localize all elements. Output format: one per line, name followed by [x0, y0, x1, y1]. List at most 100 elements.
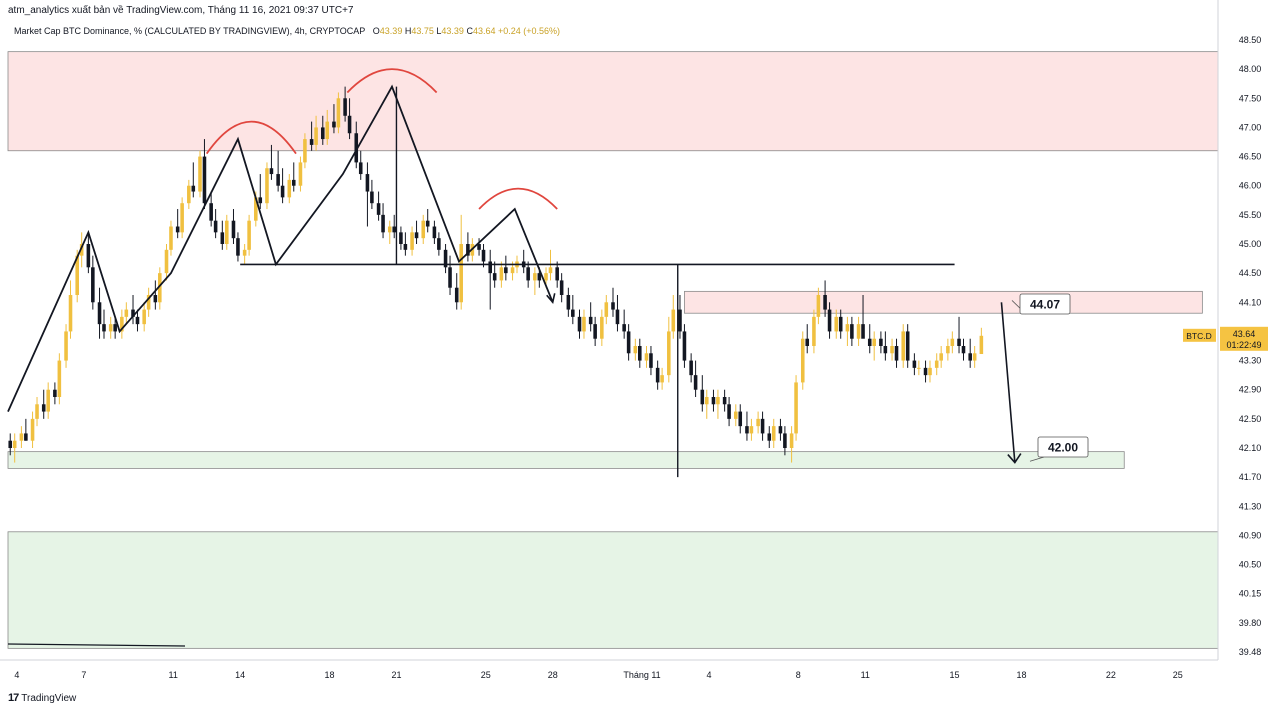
candle-body — [291, 179, 296, 186]
candle-body — [533, 273, 537, 281]
candle-body — [75, 255, 79, 295]
brand-label: TradingView — [21, 692, 77, 704]
candle-body — [749, 426, 754, 434]
y-tick-label: 48.00 — [1239, 64, 1262, 74]
candle-body — [633, 346, 638, 354]
shoulder-arc — [478, 187, 558, 210]
x-tick-label: 15 — [950, 670, 960, 680]
close-label: C — [466, 26, 473, 36]
candle-body — [198, 156, 202, 192]
candle-body — [783, 433, 787, 448]
candle-body — [571, 309, 575, 317]
candle-body — [314, 127, 318, 145]
candle-body — [901, 331, 906, 361]
candle-body — [704, 397, 709, 405]
candle-body — [510, 267, 515, 274]
candle-body — [894, 346, 899, 361]
candle-body — [805, 338, 810, 346]
y-tick-label: 41.30 — [1239, 501, 1262, 511]
candle-body — [778, 426, 783, 434]
x-tick-label: 11 — [861, 670, 870, 680]
candle-body — [30, 418, 35, 441]
candle-body — [64, 331, 68, 361]
axis-layer: 48.50 48.00 47.50 47.00 46.50 46.00 45.50 45.00… — [0, 0, 1268, 680]
x-tick-label: 8 — [796, 670, 801, 680]
candle-body — [242, 249, 247, 256]
candle-body — [622, 324, 626, 332]
candle-body — [961, 346, 966, 354]
candle-body — [91, 267, 95, 303]
x-tick-label: 4 — [14, 670, 19, 680]
candle-body — [202, 156, 207, 204]
candle-body — [566, 295, 571, 310]
candle-body — [392, 226, 397, 233]
candle-body — [276, 174, 280, 186]
y-tick-label: 48.50 — [1239, 35, 1262, 45]
candle-layer — [8, 86, 984, 463]
candle-body — [604, 302, 609, 317]
candle-body — [247, 220, 251, 250]
candle-body — [399, 232, 403, 244]
candle-body — [320, 127, 325, 140]
candle-body — [727, 404, 731, 419]
candle-body — [638, 346, 642, 361]
candle-body — [443, 249, 448, 268]
low-label: L — [436, 26, 442, 36]
zone-layer — [7, 51, 1219, 649]
candle-body — [347, 115, 352, 134]
candle-body — [823, 295, 827, 310]
candle-body — [481, 249, 486, 262]
y-tick-label: 40.15 — [1239, 589, 1262, 599]
candle-body — [693, 375, 698, 390]
candle-body — [838, 316, 843, 332]
candle-body — [146, 295, 151, 310]
tradingview-brand[interactable]: 17 TradingView — [8, 692, 76, 704]
candle-body — [191, 185, 196, 192]
candle-body — [343, 98, 347, 116]
y-tick-label: 42.10 — [1239, 443, 1262, 453]
candle-body — [492, 273, 497, 281]
candle-body — [79, 244, 84, 256]
candle-body — [124, 309, 129, 317]
candle-body — [224, 220, 229, 244]
high-label: H — [404, 26, 412, 36]
candle-body — [582, 316, 586, 332]
candle-body — [97, 302, 102, 325]
candle-body — [771, 426, 776, 441]
x-tick-label: 25 — [1173, 670, 1183, 680]
candle-body — [68, 295, 73, 332]
candle-body — [979, 335, 984, 355]
candle-body — [24, 433, 28, 441]
y-tick-label: 45.00 — [1239, 239, 1262, 249]
candle-body — [738, 411, 743, 427]
candle-body — [867, 338, 872, 346]
candle-body — [265, 168, 269, 204]
candle-body — [425, 220, 430, 227]
x-tick-label: Tháng 11 — [623, 670, 660, 680]
y-tick-label: 42.90 — [1239, 385, 1262, 395]
candle-body — [12, 440, 17, 448]
callout-pointer — [1029, 456, 1045, 462]
candle-body — [131, 309, 135, 317]
candle-body — [626, 331, 631, 354]
symbol-legend: Market Cap BTC Dominance, % (CALCULATED … — [14, 26, 560, 36]
candle-body — [890, 346, 894, 354]
y-tick-label: 39.80 — [1239, 618, 1262, 628]
zone-resistance-box — [684, 290, 1203, 314]
candle-body — [287, 179, 292, 198]
candle-body — [655, 367, 660, 383]
candle-body — [258, 197, 263, 204]
candle-body — [872, 338, 876, 346]
candle-body — [845, 324, 850, 332]
candle-body — [41, 404, 46, 412]
low-value: 43.39 — [441, 26, 464, 36]
candle-body — [57, 360, 62, 397]
candle-body — [660, 375, 664, 383]
candle-body — [448, 267, 452, 288]
candle-body — [850, 324, 854, 339]
candle-body — [35, 404, 39, 419]
candle-body — [336, 98, 341, 128]
candle-body — [912, 360, 917, 368]
candle-body — [280, 185, 285, 198]
